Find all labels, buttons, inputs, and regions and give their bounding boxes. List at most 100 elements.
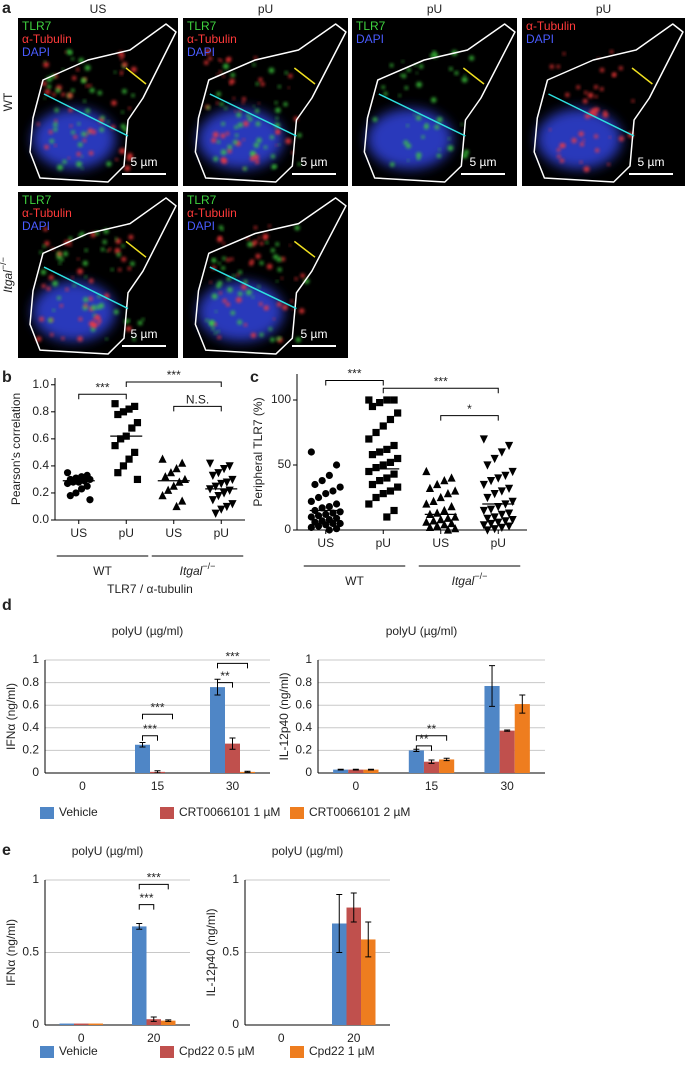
significance-label: *** [150,700,164,714]
data-point [128,424,136,432]
data-point [479,435,488,444]
y-axis-label: Peripheral TLR7 (%) [251,397,265,506]
bar [332,923,347,1025]
x-tick-label: pU [214,526,229,540]
row-label: WT [1,92,15,111]
significance-label: ** [427,722,437,736]
stain-label: TLR7 [356,19,386,33]
significance-label: *** [147,871,161,885]
scale-bar-label: 5 µm [131,327,158,341]
data-point [504,509,514,518]
stain-label: α-Tubulin [187,206,237,220]
group-label-sup: −/− [474,571,487,581]
legend-swatch [290,807,304,819]
data-point [390,506,398,515]
data-point [394,483,402,491]
row-label-text: WT [1,92,15,111]
data-point [161,472,170,481]
stain-label: TLR7 [22,193,52,207]
data-point [332,500,341,508]
data-point [490,513,499,522]
data-point [494,474,503,483]
bar [59,1023,74,1025]
data-point [208,496,217,505]
x-tick-label: pU [491,536,506,550]
data-point [372,493,380,502]
legend-swatch [40,807,54,819]
bar [484,685,500,773]
bar [408,750,424,773]
significance-label: *** [95,380,109,394]
data-point [133,419,142,427]
error-bar [350,892,357,923]
data-point [125,405,133,413]
data-point [497,523,506,532]
significance-bracket [415,745,432,751]
data-point [508,516,517,525]
stain-label: DAPI [22,45,50,59]
panel-label: d [2,597,12,614]
stain-label: α-Tubulin [526,19,576,33]
stain-label: DAPI [356,32,384,46]
legend-label: Cpd22 0.5 µM [179,1044,255,1058]
data-point [365,467,373,476]
data-point [175,477,184,486]
y-tick-label: 0 [232,1017,239,1031]
data-point [376,399,384,407]
error-bar [367,768,374,771]
y-tick-label: 100 [271,392,291,406]
micrograph [18,192,178,358]
data-point [490,454,499,464]
data-point [125,455,133,463]
data-point [117,435,125,443]
data-point [490,525,499,534]
data-point [225,462,234,471]
significance-label: *** [143,722,157,736]
data-point [178,496,187,505]
micrograph [183,192,348,358]
data-point [490,490,499,499]
data-point [497,510,506,519]
column-label: pU [596,2,611,16]
legend-label: CRT0066101 1 µM [179,805,280,819]
legend-swatch [160,807,174,819]
bar [88,1023,103,1025]
data-point [172,501,181,511]
significance-label: ** [419,732,429,746]
data-point [376,477,384,485]
data-point [314,522,323,530]
data-point [365,500,373,508]
data-point [158,491,167,500]
group-label-sup: −/− [202,561,215,571]
row-label-text: Itgal [1,270,15,293]
data-point [133,475,142,484]
y-axis-label: IL-12p40 (ng/ml) [204,908,218,996]
data-point [486,519,496,529]
stain-label: TLR7 [187,19,217,33]
data-point [504,484,514,493]
data-point [497,448,506,457]
data-point [322,510,330,518]
significance-label: * [467,402,472,416]
significance-label: N.S. [186,393,209,407]
significance-bracket [125,381,222,388]
row-label: Itgal−/− [0,257,15,293]
data-point [386,487,395,495]
y-tick-label: 0.0 [32,512,49,526]
row-label-sup: −/− [0,257,8,270]
data-point [205,459,215,468]
x-tick-label: 15 [425,779,439,793]
y-tick-label: 0 [284,522,291,536]
y-tick-label: 0.4 [22,720,39,734]
data-point [483,461,492,470]
significance-label: *** [139,891,153,905]
stain-label: DAPI [187,45,215,59]
x-tick-label: pU [376,536,391,550]
significance-bracket [217,682,233,688]
data-point [486,477,496,486]
data-point [72,489,80,497]
data-point [436,515,445,524]
bar [361,939,376,1025]
data-point [483,514,492,523]
y-tick-label: 0.6 [295,697,312,711]
